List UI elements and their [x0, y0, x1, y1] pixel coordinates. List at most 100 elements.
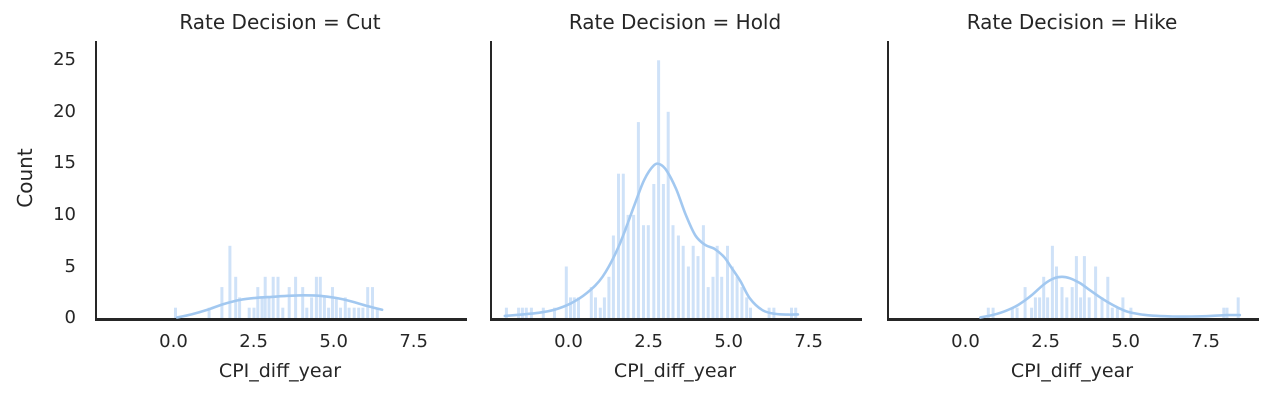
histogram-bar	[661, 184, 665, 318]
x-tick-label: 7.5	[399, 331, 428, 352]
histogram-bar	[598, 307, 602, 318]
x-tick-label: 5.0	[1111, 331, 1140, 352]
histogram-bar	[1222, 307, 1226, 318]
histogram-bar	[260, 297, 264, 318]
histogram-bar	[322, 297, 326, 318]
histogram-bar	[1106, 276, 1110, 318]
histogram-bar	[1074, 256, 1078, 318]
plot-area-hike	[887, 41, 1259, 321]
histogram-bar	[361, 307, 365, 318]
histogram-bar	[238, 297, 242, 318]
histogram-bar	[611, 235, 615, 318]
histogram-bar	[220, 287, 224, 318]
histogram-bar	[715, 245, 719, 318]
facet-title-hold: Rate Decision = Hold	[568, 10, 782, 34]
histogram-bar	[256, 287, 260, 318]
histogram-bar	[1121, 297, 1125, 318]
histogram-bar	[642, 225, 645, 318]
histogram-bar	[1015, 307, 1019, 318]
histogram-bar	[621, 173, 625, 318]
histogram-bar	[371, 287, 374, 318]
histogram-bar	[294, 276, 298, 318]
histogram-bar	[1065, 297, 1069, 318]
histogram-bar	[331, 287, 334, 318]
histogram-bar	[1070, 287, 1074, 318]
histogram-bar	[701, 225, 705, 318]
histogram-bar	[676, 235, 680, 318]
histogram-bar	[553, 307, 556, 318]
histogram-bar	[1055, 266, 1058, 318]
histogram-bar	[745, 297, 749, 318]
histogram-bar	[686, 266, 690, 318]
histogram-bar	[589, 287, 593, 318]
histogram-bar	[287, 287, 291, 318]
histogram-bar	[281, 307, 285, 318]
histogram-bar	[666, 111, 670, 318]
histogram-bar	[1115, 307, 1119, 318]
histogram-bar	[790, 307, 793, 318]
histogram-bar	[347, 307, 351, 318]
histogram-bar	[706, 287, 710, 318]
facet-panel-hike: Rate Decision = Hike CPI_diff_year 0.0 2.…	[887, 0, 1259, 406]
histogram-bar	[1042, 276, 1046, 318]
histogram-bar	[310, 297, 314, 318]
histogram-bar	[711, 276, 715, 318]
histogram-svg	[174, 245, 384, 319]
histogram-bar	[749, 307, 752, 318]
histogram-bar	[1010, 307, 1014, 318]
histogram-bar	[234, 276, 238, 318]
y-tick-label: 25	[53, 49, 76, 71]
histogram-bar	[352, 307, 356, 318]
facet-panel-hold: Rate Decision = Hold CPI_diff_year 0.0 2.…	[490, 0, 862, 406]
histogram-bar	[305, 307, 309, 318]
histogram-bar	[357, 307, 361, 318]
x-tick-label: 7.5	[1191, 331, 1220, 352]
plot-area-cut	[95, 41, 467, 321]
y-tick-label: 10	[53, 203, 76, 225]
histogram-bar	[247, 307, 251, 318]
histogram-bar	[602, 297, 606, 318]
histogram-bar	[594, 297, 597, 318]
kde-curve	[979, 275, 1242, 319]
histogram-bar	[1087, 297, 1091, 318]
histogram-bar	[339, 307, 342, 318]
histogram-bar	[252, 307, 256, 318]
facet-title-hike: Rate Decision = Hike	[966, 10, 1178, 34]
y-tick-label: 5	[64, 255, 76, 277]
histogram-bar	[569, 297, 572, 318]
x-tick-label: 5.0	[319, 331, 348, 352]
histogram-bar	[207, 307, 211, 318]
histogram-bar	[1094, 266, 1098, 318]
histogram-bar	[607, 276, 611, 318]
histogram-svg	[979, 245, 1242, 319]
histogram-bar	[1225, 307, 1229, 318]
histogram-bar	[681, 245, 685, 318]
x-axis-label-hold: CPI_diff_year	[613, 360, 737, 382]
histogram-bar	[301, 287, 305, 318]
x-tick-label: 0.0	[554, 331, 583, 352]
x-tick-label: 7.5	[794, 331, 823, 352]
histogram-bar	[1023, 287, 1027, 318]
x-tick-label: 5.0	[714, 331, 743, 352]
histogram-bar	[657, 60, 661, 319]
plot-area-hold	[490, 41, 862, 321]
y-tick-label: 15	[53, 152, 76, 174]
x-tick-label: 0.0	[951, 331, 980, 352]
histogram-bar	[1110, 307, 1114, 318]
histogram-bar	[267, 297, 271, 318]
histogram-bar	[1079, 297, 1083, 318]
histogram-bar	[986, 307, 990, 318]
histogram-bar	[626, 214, 630, 318]
histogram-bar	[646, 225, 650, 318]
x-axis-label-cut: CPI_diff_year	[218, 360, 342, 382]
facet-panel-cut: Rate Decision = Cut CPI_diff_year 0.0 2.5…	[95, 0, 467, 406]
histogram-bar	[740, 287, 744, 318]
histogram-bar	[1050, 245, 1054, 318]
y-tick-label: 20	[53, 100, 76, 122]
kde-curve	[503, 162, 800, 318]
histogram-bar	[1046, 297, 1050, 318]
x-tick-label: 2.5	[634, 331, 663, 352]
histogram-bar	[1030, 307, 1034, 318]
facet-title-cut: Rate Decision = Cut	[179, 10, 381, 34]
